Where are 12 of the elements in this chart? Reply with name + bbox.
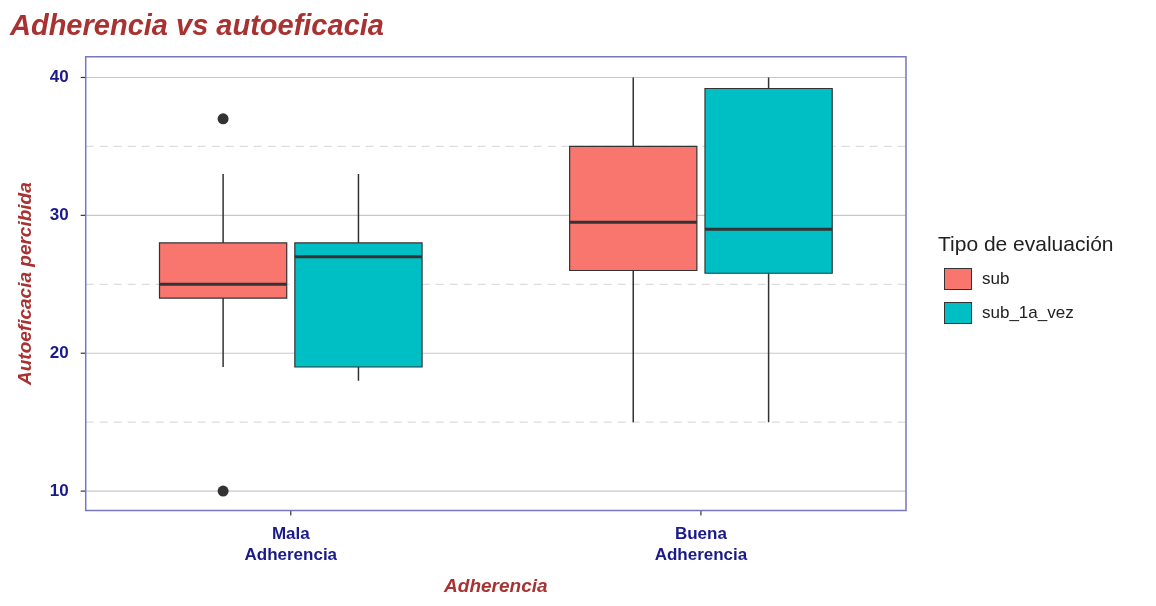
legend-title: Tipo de evaluación <box>938 232 1114 256</box>
y-tick-label: 30 <box>49 205 69 225</box>
y-tick-label: 20 <box>49 342 69 362</box>
y-tick-label: 10 <box>49 480 69 500</box>
chart-title: Adherencia vs autoeficacia <box>9 9 384 42</box>
legend-label: sub <box>982 269 1010 289</box>
y-axis-title: Autoeficacia percibida <box>13 181 35 386</box>
x-tick-label: Buena Adherencia <box>654 524 748 564</box>
legend-label: sub_1a_vez <box>982 303 1074 323</box>
y-tick-label: 40 <box>49 67 69 87</box>
x-tick-label: Mala Adherencia <box>244 524 338 564</box>
x-axis-title: Adherencia <box>443 574 549 596</box>
